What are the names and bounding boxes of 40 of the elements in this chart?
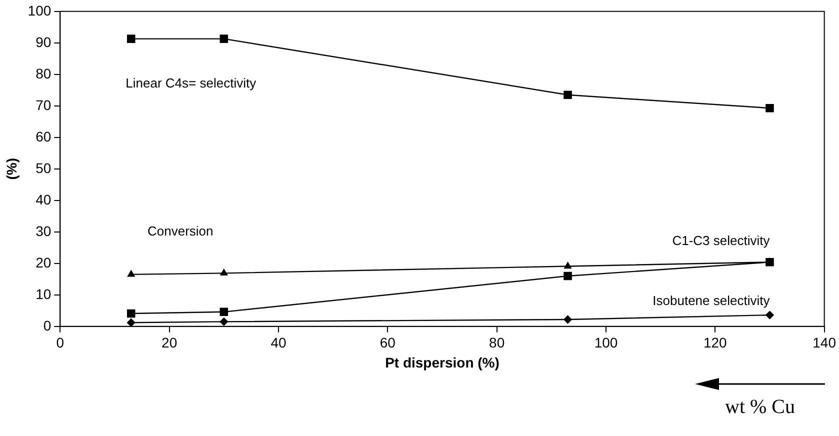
- point: [766, 104, 774, 112]
- x-tick-label: 100: [594, 334, 618, 351]
- point: [127, 318, 136, 326]
- y-tick-label: 70: [36, 96, 52, 113]
- point: [564, 90, 572, 100]
- x-tick-label: 60: [380, 334, 396, 351]
- y-tick-label: 90: [36, 34, 52, 50]
- x-tick-label: 40: [270, 334, 286, 351]
- y-tick-label: 0: [43, 317, 52, 334]
- point: [766, 310, 774, 320]
- y-tick-label: 30: [36, 222, 52, 239]
- point: [220, 34, 228, 43]
- x-tick-label: 80: [489, 334, 505, 351]
- point: [220, 318, 228, 326]
- point: [126, 34, 136, 43]
- point: [220, 269, 228, 276]
- y-tick-label: 20: [36, 254, 52, 270]
- text: Conversion: [147, 223, 214, 238]
- x-tick-label: 140: [812, 334, 836, 351]
- series-label: Isobutene selectivity: [652, 292, 770, 308]
- y-tick-label: 100: [28, 2, 52, 18]
- point: [564, 272, 572, 280]
- y-tick-label: 80: [36, 65, 52, 82]
- text: wt % Cu: [724, 396, 796, 419]
- y-tick-label: 40: [36, 191, 52, 208]
- series-label: C1-C3 selectivity: [672, 232, 770, 248]
- y-tick-label: 50: [36, 160, 52, 176]
- point: [564, 315, 572, 324]
- text: Linear C4s= selectivity: [126, 75, 257, 90]
- point: [127, 270, 135, 277]
- y-axis-title: (%): [3, 158, 20, 180]
- point: [126, 309, 136, 318]
- x-tick-label: 0: [56, 334, 64, 351]
- x-axis-title: Pt dispersion (%): [385, 354, 500, 370]
- x-tick-label: 20: [162, 334, 178, 351]
- x-tick-label: 120: [703, 334, 728, 351]
- y-tick-label: 10: [36, 286, 52, 302]
- point: [220, 308, 228, 316]
- point: [564, 262, 572, 269]
- y-tick-label: 60: [36, 128, 52, 144]
